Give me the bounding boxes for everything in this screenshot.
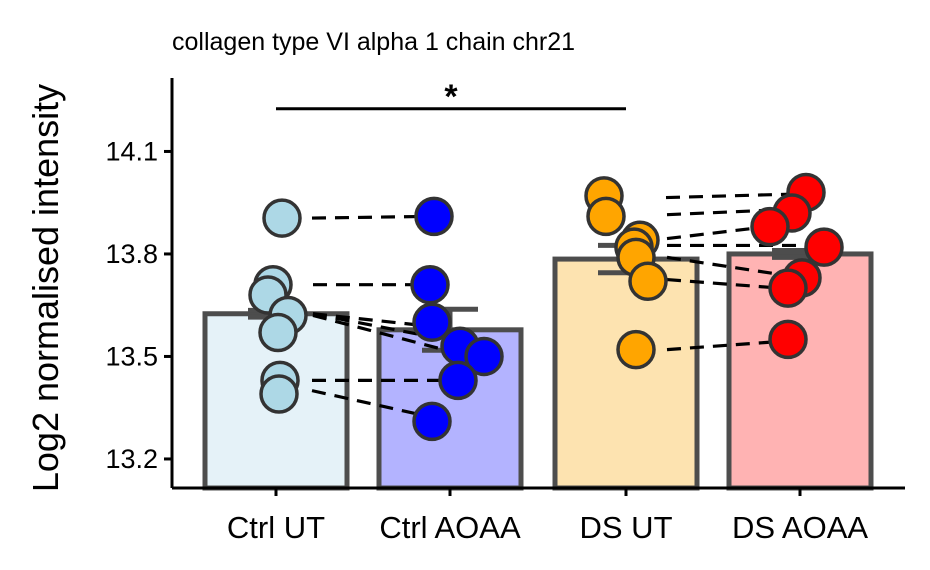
pair-line bbox=[312, 313, 471, 359]
data-point bbox=[768, 268, 808, 308]
bar-ds-aoaa bbox=[726, 251, 874, 491]
data-point bbox=[804, 227, 844, 267]
data-point bbox=[616, 329, 656, 370]
data-point bbox=[259, 374, 299, 414]
x-tick-label: Ctrl AOAA bbox=[379, 510, 521, 545]
x-tick-label: Ctrl UT bbox=[227, 510, 325, 545]
data-point bbox=[750, 206, 790, 247]
y-tick-label: 13.8 bbox=[105, 239, 158, 269]
significance-layer: * bbox=[276, 78, 626, 116]
pair-line bbox=[665, 192, 791, 200]
pair-line bbox=[312, 312, 426, 328]
data-point bbox=[438, 360, 478, 401]
data-point bbox=[414, 196, 454, 237]
points-layer bbox=[248, 172, 844, 442]
x-tick-label: DS AOAA bbox=[732, 510, 868, 545]
axes-layer: 13.2 13.5 13.8 14.1 Ctrl UT Ctrl AOAA DS UT DS … bbox=[105, 78, 905, 545]
data-point bbox=[768, 319, 808, 360]
chart-title: collagen type VI alpha 1 chain chr21 bbox=[172, 28, 575, 56]
pair-line bbox=[666, 277, 781, 290]
y-axis-label: Log2 normalised intensity bbox=[25, 84, 66, 492]
y-tick-label: 13.2 bbox=[105, 444, 158, 474]
data-point bbox=[410, 264, 450, 305]
data-point bbox=[464, 336, 504, 377]
pair-line bbox=[311, 214, 431, 220]
pair-line bbox=[666, 255, 781, 277]
y-tick-label: 13.5 bbox=[105, 341, 158, 371]
y-tick-label: 14.1 bbox=[105, 136, 158, 166]
pair-line bbox=[666, 339, 786, 352]
data-point bbox=[412, 401, 452, 442]
x-tick-label: DS UT bbox=[580, 510, 673, 545]
data-point bbox=[412, 302, 452, 343]
data-point bbox=[586, 196, 626, 237]
data-point bbox=[628, 261, 668, 302]
pair-line bbox=[311, 389, 421, 417]
data-point bbox=[262, 198, 302, 238]
bar-ds-ut bbox=[552, 256, 700, 491]
data-point bbox=[258, 312, 298, 353]
significance-label: * bbox=[444, 78, 458, 116]
